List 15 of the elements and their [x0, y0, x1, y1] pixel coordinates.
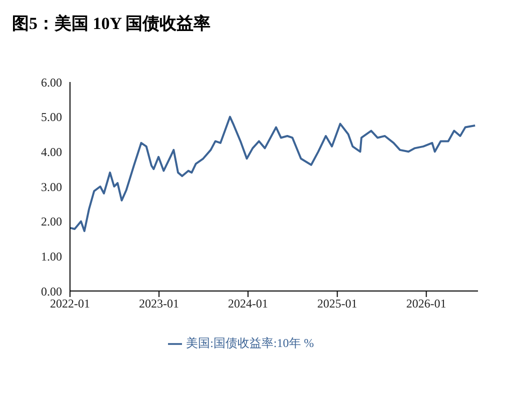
- legend-label: 美国:国债收益率:10年 %: [186, 336, 314, 350]
- x-tick-label: 2022-01: [50, 296, 90, 311]
- x-tick-label: 2024-01: [228, 296, 268, 311]
- y-tick-label: 0.00: [41, 284, 62, 298]
- y-tick-label: 3.00: [41, 180, 62, 194]
- y-tick-label: 1.00: [41, 249, 62, 264]
- x-tick-label: 2026-01: [406, 296, 446, 311]
- y-tick-label: 4.00: [41, 144, 62, 159]
- y-tick-label: 5.00: [41, 110, 62, 124]
- y-tick-label: 6.00: [41, 75, 62, 90]
- y-tick-label: 2.00: [41, 214, 62, 229]
- chart-title: 图5：美国 10Y 国债收益率: [11, 13, 212, 35]
- line-series: [70, 116, 476, 232]
- x-tick-label: 2023-01: [139, 296, 180, 311]
- x-tick-label: 2025-01: [317, 296, 358, 311]
